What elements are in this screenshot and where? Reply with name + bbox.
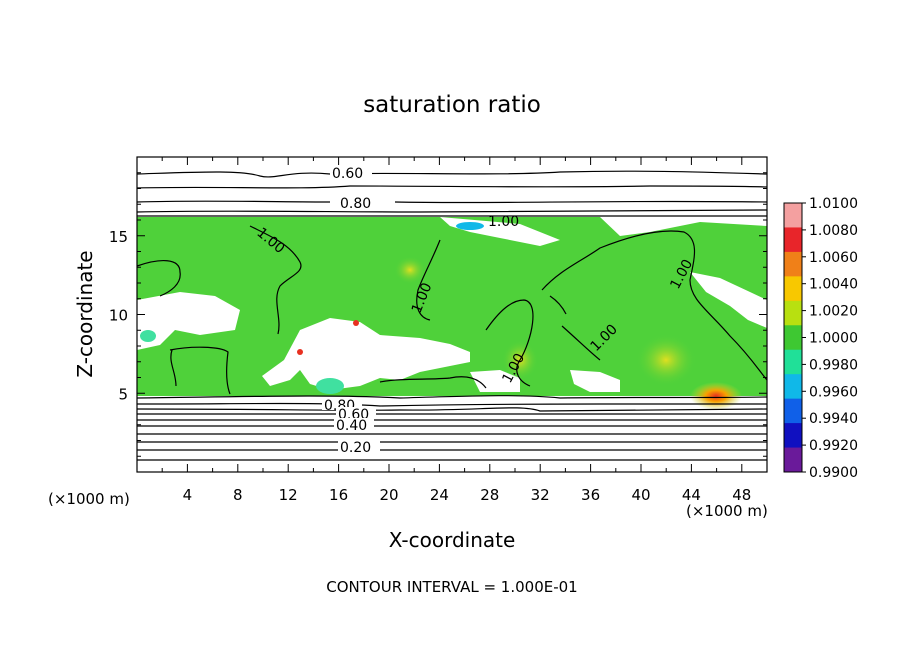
y-axis: 5 10 15 (109, 172, 767, 457)
contour-line (541, 230, 767, 381)
y-tick-label: 5 (118, 385, 128, 403)
contour-interval: CONTOUR INTERVAL = 1.000E-01 (326, 578, 577, 596)
colorbar-label: 0.9920 (809, 438, 858, 454)
white-region-mid (262, 318, 470, 390)
white-region-right (690, 272, 767, 328)
x-unit-right: (×1000 m) (686, 502, 768, 520)
x-tick-label: 44 (682, 486, 701, 504)
contour-label: 0.60 (332, 166, 363, 182)
hotspot (690, 382, 742, 410)
colorbar-label: 0.9940 (809, 411, 858, 427)
colorbar: 1.0100 1.0080 1.0060 1.0040 1.0020 1.0000 0.99… (783, 196, 858, 481)
colorbar-label: 1.0020 (809, 304, 858, 320)
colorbar-label: 1.0040 (809, 277, 858, 293)
x-tick-label: 12 (279, 486, 298, 504)
x-tick-label: 16 (329, 486, 348, 504)
chart-title: saturation ratio (363, 92, 541, 118)
contour-line (137, 170, 767, 178)
contour-line (137, 395, 767, 399)
contour-label: 0.40 (336, 418, 367, 434)
contour-line (137, 407, 767, 412)
y-tick-label: 15 (109, 228, 128, 246)
warm-patch-1 (636, 334, 696, 386)
plot-area: 0.60 0.80 1.00 1.00 1.00 1.00 1.00 1.00 … (137, 157, 767, 472)
colorbar-label: 0.9960 (809, 384, 858, 400)
contour-line (137, 402, 767, 407)
x-axis: 4 8 12 16 20 24 28 32 36 40 44 48 (161, 157, 751, 504)
contour-line (379, 376, 487, 389)
contour-label: 1.00 (488, 214, 519, 230)
red-dot-1 (297, 349, 303, 355)
colorbar-label: 1.0100 (809, 196, 858, 212)
saturation-field (137, 217, 767, 410)
x-tick-label: 36 (581, 486, 600, 504)
x-tick-label: 48 (732, 486, 751, 504)
y-tick-label: 10 (109, 307, 128, 325)
colorbar-swatch (784, 227, 802, 253)
white-region-low (570, 370, 620, 392)
colorbar-label: 1.0060 (809, 250, 858, 266)
x-axis-label: X-coordinate (389, 528, 516, 552)
x-tick-label: 8 (233, 486, 243, 504)
colorbar-swatch (784, 325, 802, 351)
x-tick-label: 28 (480, 486, 499, 504)
white-region-left (137, 292, 240, 350)
colorbar-label: 0.9900 (809, 465, 858, 481)
white-region-low2 (470, 370, 520, 392)
contour-line (137, 200, 767, 204)
colorbar-swatch (784, 423, 802, 449)
y-axis-label: Z-coordinate (73, 250, 97, 377)
contour-label: 0.20 (340, 440, 371, 456)
x-tick-label: 24 (430, 486, 449, 504)
contour-line (549, 295, 601, 361)
colorbar-swatch (784, 276, 802, 302)
colorbar-swatch (784, 447, 802, 473)
x-tick-label: 4 (183, 486, 193, 504)
colorbar-label: 1.0080 (809, 223, 858, 239)
contour-line (169, 346, 231, 395)
contour-label: 0.80 (340, 196, 371, 212)
x-unit-left: (×1000 m) (48, 490, 130, 508)
contour-line (137, 209, 767, 213)
colorbar-label: 0.9980 (809, 357, 858, 373)
warm-patch-3 (394, 256, 426, 284)
cool-patch-3 (140, 330, 156, 342)
contour-line (249, 225, 302, 335)
contour-line (137, 215, 767, 217)
colorbar-swatch (784, 300, 802, 326)
white-region-topright (600, 217, 767, 236)
colorbar-label: 1.0000 (809, 331, 858, 347)
cool-patch-2 (456, 222, 484, 230)
contour-line (416, 239, 441, 321)
contour-line (137, 185, 767, 189)
contour-lines (137, 170, 767, 462)
colorbar-swatch (784, 374, 802, 400)
contour-line (137, 260, 181, 297)
colorbar-swatch (784, 203, 802, 228)
x-tick-label: 32 (531, 486, 550, 504)
colorbar-swatch (784, 349, 802, 375)
x-tick-label: 40 (631, 486, 650, 504)
contour-line (485, 299, 534, 387)
cool-patch-1 (316, 378, 344, 394)
colorbar-swatch (784, 398, 802, 424)
colorbar-swatch (784, 251, 802, 277)
x-tick-label: 20 (379, 486, 398, 504)
red-dot-2 (353, 320, 359, 326)
